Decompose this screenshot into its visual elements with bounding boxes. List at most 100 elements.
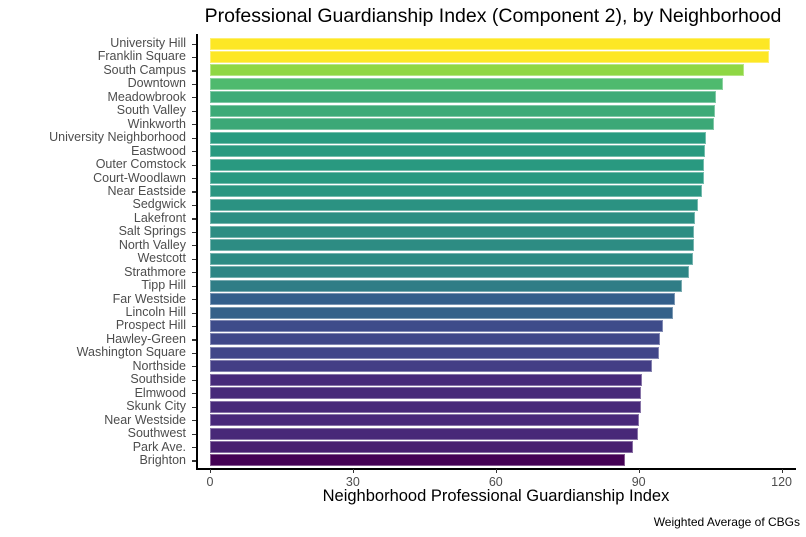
y-tick-label: Washington Square	[76, 345, 186, 360]
bar	[210, 387, 641, 400]
bar	[210, 373, 642, 386]
bar	[210, 104, 716, 117]
y-tick	[192, 258, 196, 260]
x-tick	[495, 469, 497, 473]
y-tick-label: University Hill	[110, 36, 186, 50]
y-axis-line	[196, 34, 198, 469]
y-tick	[192, 406, 196, 408]
bar	[210, 333, 661, 346]
y-tick-label: Skunk City	[126, 399, 186, 414]
y-tick-label: Park Ave.	[132, 439, 186, 454]
y-tick-label: Hawley-Green	[106, 331, 186, 346]
y-tick	[192, 70, 196, 72]
x-tick	[210, 469, 212, 473]
bar	[210, 145, 706, 158]
bar	[210, 266, 689, 279]
y-tick-label: Northside	[132, 358, 187, 373]
bar	[210, 293, 676, 306]
y-tick-label: Near Eastside	[107, 183, 186, 198]
bar	[210, 212, 696, 225]
y-tick-label: Franklin Square	[97, 49, 186, 64]
bar	[210, 37, 771, 50]
x-tick-label: 0	[206, 475, 214, 489]
chart-caption: Weighted Average of CBGs	[653, 515, 800, 529]
x-tick-label: 60	[488, 475, 503, 489]
bar	[210, 91, 717, 104]
y-tick	[192, 420, 196, 422]
y-tick	[192, 245, 196, 247]
bar	[210, 360, 653, 373]
y-tick	[192, 339, 196, 341]
y-tick-label: South Campus	[103, 62, 186, 77]
y-tick	[192, 191, 196, 193]
y-tick-label: Strathmore	[124, 264, 186, 279]
y-tick-label: Downtown	[127, 76, 186, 91]
y-tick-label: Near Westside	[104, 412, 186, 427]
bar	[210, 400, 641, 413]
x-tick	[781, 469, 783, 473]
y-tick-label: South Valley	[116, 103, 186, 118]
bar	[210, 131, 707, 144]
bar	[210, 454, 626, 467]
y-tick	[192, 43, 196, 45]
y-tick	[192, 110, 196, 112]
bar	[210, 158, 705, 171]
bar	[210, 306, 674, 319]
y-tick	[192, 164, 196, 166]
y-tick-label: Winkworth	[127, 116, 186, 131]
bar	[210, 64, 745, 77]
y-tick	[192, 447, 196, 449]
y-tick	[192, 379, 196, 381]
y-tick	[192, 56, 196, 59]
y-tick	[192, 312, 196, 314]
y-tick-label: Tipp Hill	[141, 278, 186, 293]
x-tick	[352, 469, 355, 473]
y-tick-label: Prospect Hill	[115, 318, 186, 333]
y-tick	[192, 272, 196, 274]
y-tick-label: Sedgwick	[132, 197, 187, 212]
x-tick	[638, 469, 640, 473]
chart-title: Professional Guardianship Index (Compone…	[204, 5, 782, 27]
x-axis-line	[196, 468, 796, 470]
y-tick	[192, 151, 196, 153]
bar	[210, 225, 695, 238]
y-tick	[192, 352, 196, 355]
bar	[210, 414, 640, 427]
bar	[210, 198, 699, 211]
y-tick	[192, 204, 196, 207]
y-tick-label: Southside	[130, 372, 186, 387]
bar	[210, 172, 704, 184]
y-tick	[192, 124, 196, 126]
y-tick-label: Far Westside	[112, 291, 186, 306]
y-tick	[192, 433, 196, 435]
bar	[210, 319, 664, 332]
y-tick-label: Salt Springs	[118, 224, 186, 239]
y-tick-label: University Neighborhood	[49, 130, 186, 145]
x-tick-label: 120	[771, 475, 792, 489]
y-tick-label: Meadowbrook	[107, 89, 186, 104]
y-tick	[192, 299, 196, 301]
bar	[210, 441, 634, 453]
bar	[210, 239, 694, 252]
x-tick-label: 90	[631, 475, 646, 489]
bar	[210, 346, 659, 359]
bar	[210, 118, 715, 131]
y-tick	[192, 178, 196, 180]
y-tick	[192, 97, 196, 99]
y-tick	[192, 137, 196, 139]
bar	[210, 427, 639, 440]
y-tick	[192, 393, 196, 395]
y-tick-label: Outer Comstock	[95, 157, 186, 172]
y-tick	[192, 366, 196, 368]
y-tick	[192, 460, 196, 462]
y-tick-label: Lincoln Hill	[125, 305, 186, 319]
y-tick	[192, 325, 196, 328]
y-tick-label: Brighton	[139, 452, 186, 467]
y-tick-label: Elmwood	[134, 385, 186, 400]
bar	[210, 185, 702, 198]
bar	[210, 50, 770, 63]
x-tick-label: 30	[345, 475, 360, 489]
y-tick-label: Court-Woodlawn	[93, 170, 186, 185]
y-tick-label: Westcott	[137, 251, 186, 266]
bar	[210, 279, 683, 292]
